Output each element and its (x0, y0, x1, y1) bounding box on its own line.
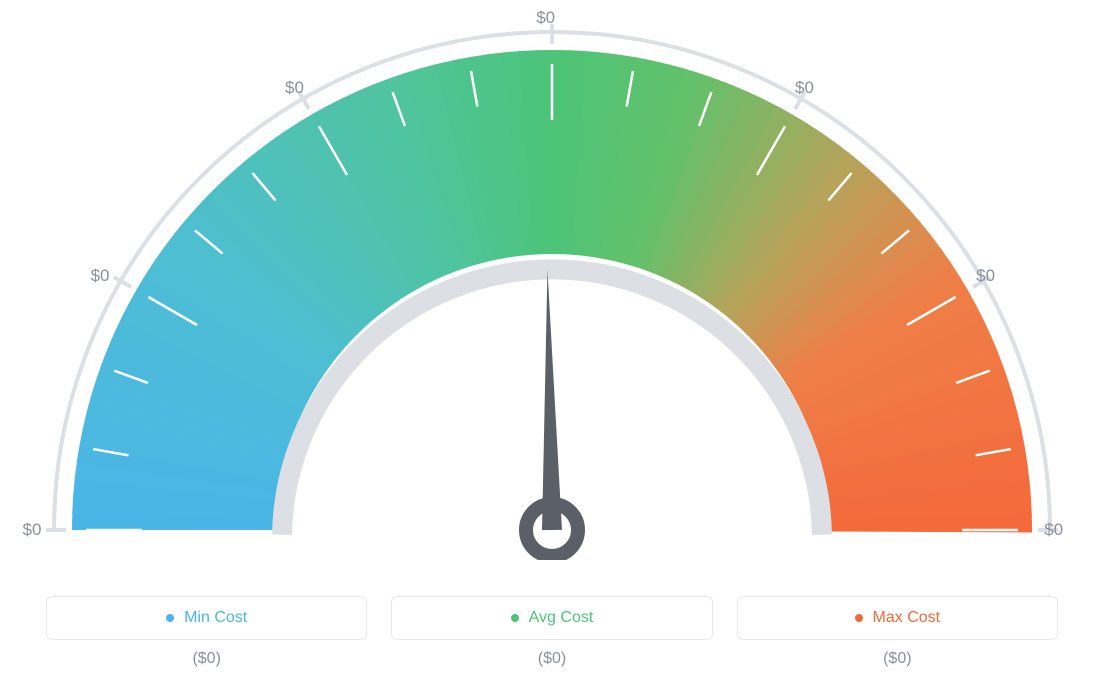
legend-label-box: Min Cost (46, 596, 367, 640)
gauge-chart: $0 $0 $0 $0 $0 $0 $0 (0, 0, 1104, 560)
legend-dot-icon (166, 614, 174, 622)
gauge-svg (0, 0, 1104, 560)
legend-label: Min Cost (184, 609, 247, 627)
legend-value: ($0) (46, 650, 367, 668)
gauge-tick-label: $0 (285, 78, 304, 98)
legend-label: Avg Cost (529, 609, 594, 627)
legend-label-box: Avg Cost (391, 596, 712, 640)
gauge-tick-label: $0 (91, 266, 110, 286)
legend-value: ($0) (391, 650, 712, 668)
legend-item: Min Cost ($0) (46, 596, 367, 668)
gauge-tick-label: $0 (1044, 520, 1063, 540)
legend-row: Min Cost ($0) Avg Cost ($0) Max Cost ($0) (0, 596, 1104, 668)
gauge-tick-label: $0 (976, 266, 995, 286)
gauge-tick-label: $0 (536, 8, 555, 28)
legend-value: ($0) (737, 650, 1058, 668)
gauge-tick-label: $0 (23, 520, 42, 540)
gauge-tick-label: $0 (795, 78, 814, 98)
legend-label: Max Cost (873, 609, 941, 627)
legend-dot-icon (511, 614, 519, 622)
legend-item: Max Cost ($0) (737, 596, 1058, 668)
legend-label-box: Max Cost (737, 596, 1058, 640)
cost-gauge-widget: $0$0$0$0$0$0$0 Min Cost($0)Avg Cost($0)M… (0, 0, 1104, 690)
legend-item: Avg Cost ($0) (391, 596, 712, 668)
legend-dot-icon (855, 614, 863, 622)
